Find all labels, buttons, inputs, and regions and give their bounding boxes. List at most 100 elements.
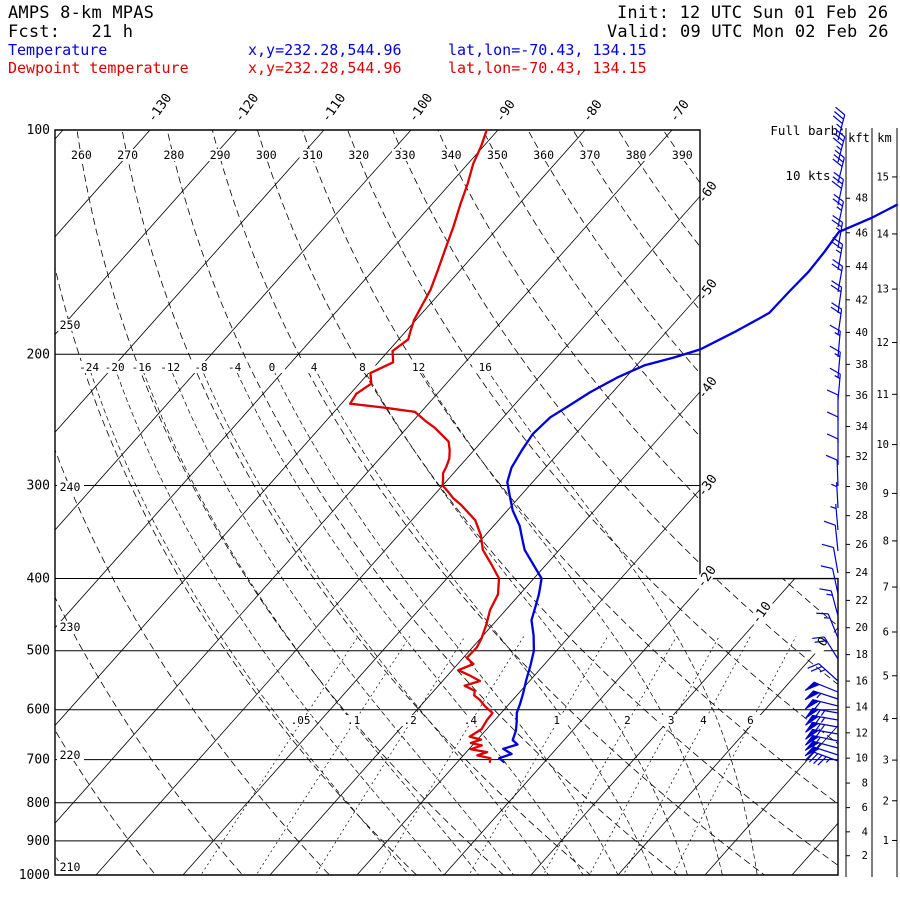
valid-time: Valid: 09 UTC Mon 02 Feb 26 xyxy=(607,22,889,42)
wind-barb xyxy=(832,193,844,228)
dry-adiabat-top-label: 340 xyxy=(441,148,462,162)
isotherm-top-label: -110 xyxy=(319,91,349,125)
wind-barb xyxy=(804,751,839,766)
wind-barb xyxy=(804,746,839,757)
isotherm-interior-label: -20 xyxy=(692,561,720,592)
isotherm-top-label-text: -80 xyxy=(580,97,606,125)
dry-adiabat-top-label: 330 xyxy=(395,148,416,162)
dry-adiabat-left-label: 220 xyxy=(60,748,81,762)
kft-tick-label: 42 xyxy=(855,294,868,306)
kft-tick-label: 6 xyxy=(862,802,868,814)
isotherm-right-label-text: -40 xyxy=(695,374,721,402)
mixing-ratio-label: 2 xyxy=(624,714,631,727)
dry-adiabat-top-label: 350 xyxy=(487,148,508,162)
pressure-label: 300 xyxy=(27,478,50,493)
dewpoint-legend-label: Dewpoint temperature xyxy=(8,59,189,77)
isotherm-top-label: -70 xyxy=(667,97,693,125)
moist-adiabat-label: 12 xyxy=(412,361,425,374)
dry-adiabat-top-label: 370 xyxy=(579,148,600,162)
moist-adiabat-label: -20 xyxy=(105,361,125,374)
kft-tick-label: 14 xyxy=(855,702,868,714)
wind-barb xyxy=(820,565,839,595)
pressure-label: 100 xyxy=(27,123,50,138)
kft-tick-label: 4 xyxy=(862,826,868,838)
moist-adiabat-label: -12 xyxy=(160,361,180,374)
full-barb-note-line2: 10 kts xyxy=(785,168,831,183)
pressure-label: 700 xyxy=(27,753,50,768)
isotherm-top-label-text: -100 xyxy=(406,91,436,125)
isotherm-top-label: -100 xyxy=(406,91,436,125)
wind-barb xyxy=(821,543,839,574)
dry-adiabat-top-label: 310 xyxy=(302,148,323,162)
wind-barb xyxy=(819,588,839,617)
km-header: km xyxy=(877,131,891,145)
km-tick-label: 13 xyxy=(876,284,889,296)
wind-barb xyxy=(832,106,846,141)
kft-tick-label: 30 xyxy=(855,481,868,493)
wind-barb xyxy=(825,454,839,487)
mixing-ratio-label: 1 xyxy=(553,714,560,727)
pressure-label: 200 xyxy=(27,347,50,362)
wind-barb xyxy=(826,433,839,465)
km-tick-label: 3 xyxy=(883,755,889,767)
wind-barb xyxy=(832,149,845,184)
temperature-legend-row: Temperature x,y=232.28,544.96 lat,lon=-7… xyxy=(0,41,900,59)
km-tick-label: 12 xyxy=(876,337,889,349)
wind-barb xyxy=(830,302,843,336)
mixing-ratio-label: .2 xyxy=(403,714,416,727)
full-barb-note: Full barb: 10 kts xyxy=(760,93,856,213)
isotherm-top-label: -130 xyxy=(145,91,175,125)
dewpoint-xy: x,y=232.28,544.96 xyxy=(248,59,402,77)
kft-tick-label: 44 xyxy=(855,261,868,273)
wind-barb xyxy=(805,714,839,728)
dewpoint-legend-row: Dewpoint temperature x,y=232.28,544.96 l… xyxy=(0,59,900,77)
temperature-latlon: lat,lon=-70.43, 134.15 xyxy=(448,41,647,59)
mixing-ratio-label: .05 xyxy=(291,714,311,727)
isotherm-interior-label: 0 xyxy=(809,626,836,657)
isotherm-top-label: -90 xyxy=(493,97,519,125)
isotherm-right-label: -40 xyxy=(695,374,721,402)
kft-tick-label: 32 xyxy=(855,451,868,463)
isotherm-top-label-text: -70 xyxy=(667,97,693,125)
pressure-label: 500 xyxy=(27,644,50,659)
dry-adiabat-top-label: 390 xyxy=(672,148,693,162)
dry-adiabat-top-label: 380 xyxy=(626,148,647,162)
kft-tick-label: 10 xyxy=(855,753,868,765)
moist-adiabat-label: -8 xyxy=(194,361,207,374)
dry-adiabat-left-label: 210 xyxy=(60,860,81,874)
dry-adiabat-top-label: 320 xyxy=(348,148,369,162)
isotherm-right-label-text: -60 xyxy=(695,179,721,207)
mixing-ratio-label: 4 xyxy=(700,714,707,727)
dry-adiabat-left-label: 230 xyxy=(60,620,81,634)
isotherm-right-label-text: -50 xyxy=(695,276,721,304)
height-scales: kft km24681012141618202224262830323436384… xyxy=(845,128,898,877)
kft-tick-label: 24 xyxy=(855,567,868,579)
km-tick-label: 6 xyxy=(883,626,889,638)
dewpoint-latlon: lat,lon=-70.43, 134.15 xyxy=(448,59,647,77)
km-tick-label: 4 xyxy=(883,713,889,725)
moist-adiabat-label: 8 xyxy=(359,361,366,374)
kft-header: kft xyxy=(848,131,870,145)
pressure-label: 400 xyxy=(27,572,50,587)
dry-adiabat-top-label: 280 xyxy=(163,148,184,162)
kft-tick-label: 2 xyxy=(862,850,868,862)
wind-barb xyxy=(804,735,839,748)
kft-tick-label: 38 xyxy=(855,359,868,371)
pressure-label: 1000 xyxy=(19,868,50,883)
kft-tick-label: 26 xyxy=(855,539,868,551)
pressure-label: 800 xyxy=(27,796,50,811)
wind-barb xyxy=(804,740,839,751)
dry-adiabat-top-label: 300 xyxy=(256,148,277,162)
km-tick-label: 15 xyxy=(876,171,889,183)
temperature-xy: x,y=232.28,544.96 xyxy=(248,41,402,59)
dewpoint-curve xyxy=(348,128,501,764)
moist-adiabat-label: 4 xyxy=(311,361,318,374)
kft-tick-label: 36 xyxy=(855,390,868,402)
km-tick-label: 14 xyxy=(876,228,889,240)
kft-tick-label: 18 xyxy=(855,649,868,661)
wind-barb xyxy=(812,636,839,660)
isotherm-top-label-text: -130 xyxy=(145,91,175,125)
km-tick-label: 10 xyxy=(876,439,889,451)
